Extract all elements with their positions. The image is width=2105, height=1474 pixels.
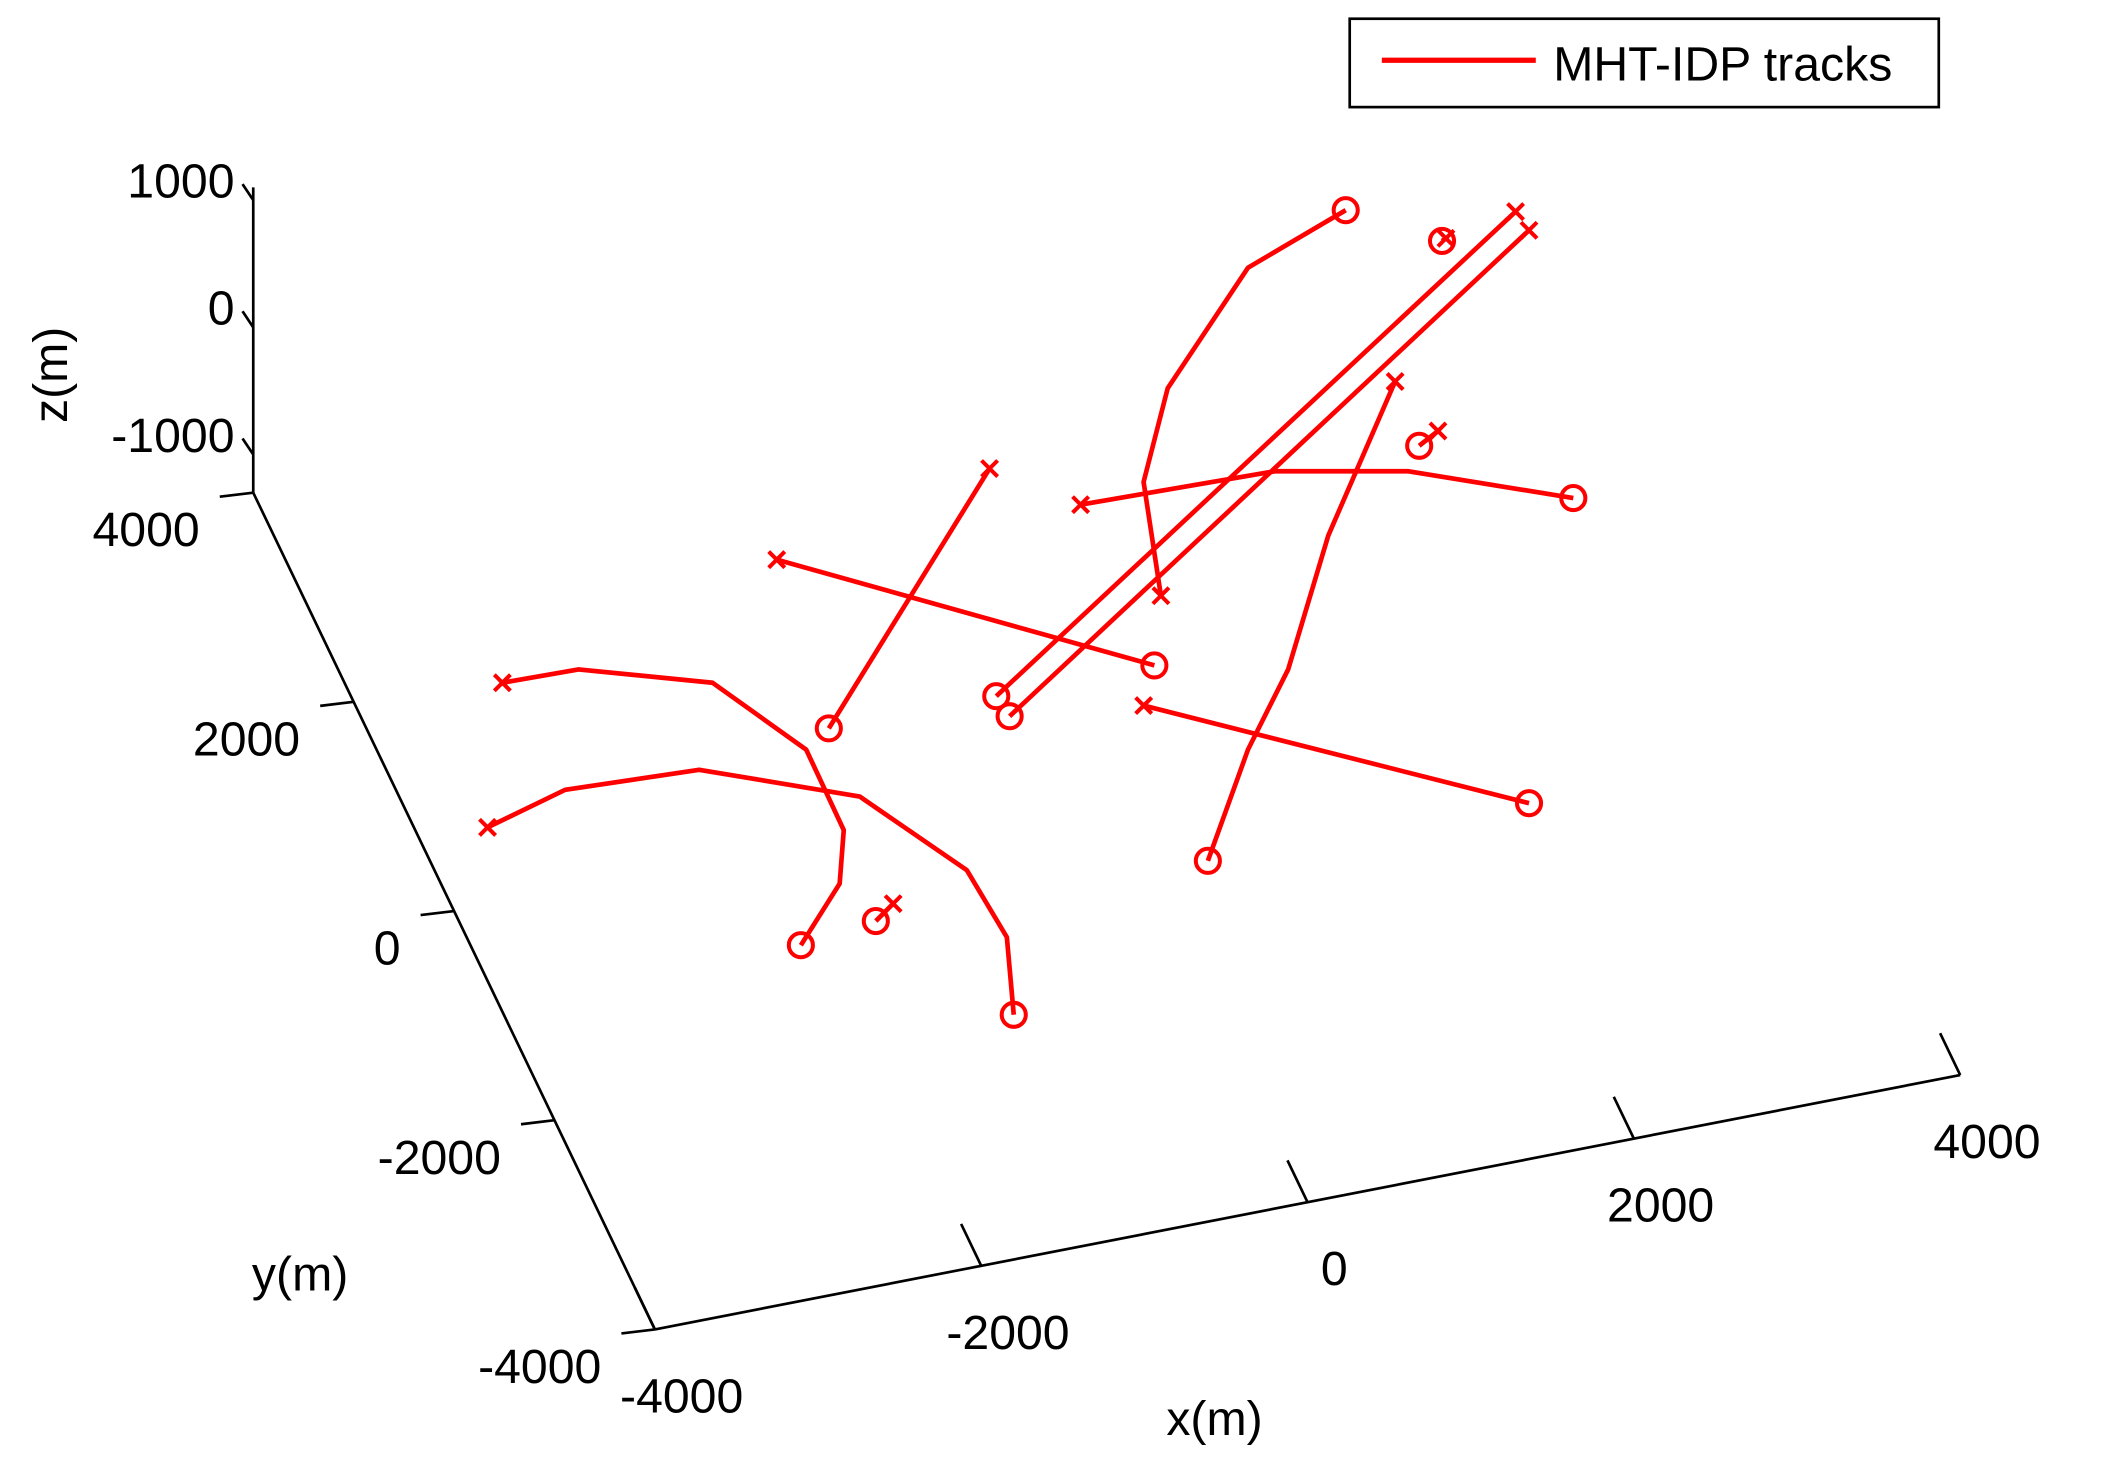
end-marker [786,931,815,960]
end-marker [982,682,1011,711]
y-tick [420,909,455,917]
start-marker [492,673,512,693]
x-tick [1286,1159,1309,1203]
z-tick-label: -1000 [111,409,234,463]
start-marker [478,817,498,837]
x-tick-label: 4000 [1933,1115,2040,1169]
x-axis-label: x(m) [1166,1392,1262,1446]
x-tick [959,1223,983,1267]
z-tick [241,183,255,201]
y-tick [621,1328,656,1335]
y-tick-label: -2000 [378,1131,501,1185]
start-marker [883,894,903,914]
end-marker [1427,226,1457,255]
x-tick [1938,1032,1962,1076]
z-tick [241,437,255,456]
z-tick [241,310,255,329]
y-tick-label: 2000 [193,712,300,766]
y-tick [320,700,354,708]
y-tick [520,1118,555,1126]
start-marker [1071,495,1091,515]
start-marker [767,550,787,570]
start-marker [1519,220,1539,240]
x-tick-label: -2000 [946,1306,1069,1360]
track [826,467,992,730]
start-marker [1385,372,1405,391]
end-marker [1405,431,1434,460]
x-axis [654,1073,1961,1331]
start-marker [1428,421,1448,441]
end-marker [861,907,890,936]
track [501,667,847,947]
end-marker [1193,846,1222,875]
start-marker [1151,586,1171,606]
track [1205,380,1398,862]
start-marker [980,459,1000,478]
x-tick [1612,1096,1636,1140]
x-tick-label: -4000 [620,1369,743,1423]
z-tick-label: 0 [208,282,235,336]
end-marker [1514,789,1544,818]
x-tick [633,1286,657,1330]
track [1080,468,1574,507]
x-tick-label: 2000 [1607,1179,1714,1233]
track [1141,208,1347,597]
track [776,557,1156,668]
z-axis-label: z(m) [24,327,78,423]
y-tick-label: 0 [374,922,401,976]
x-tick-label: 0 [1321,1242,1348,1296]
end-marker [1559,484,1588,513]
track [994,209,1518,698]
end-marker [995,702,1024,731]
track [486,767,1017,1015]
end-marker [1140,651,1169,680]
y-axis-label: y(m) [252,1248,348,1302]
end-marker [814,714,843,743]
y-tick-label: -4000 [478,1340,601,1394]
legend-label: MHT-IDP tracks [1553,37,1892,91]
y-tick [219,491,254,499]
start-marker [1506,202,1526,222]
end-marker [1331,196,1360,225]
y-tick-label: 4000 [92,503,199,557]
end-marker [999,1000,1028,1029]
start-marker [1134,696,1154,716]
z-tick-label: 1000 [127,154,234,208]
track [1143,703,1530,806]
